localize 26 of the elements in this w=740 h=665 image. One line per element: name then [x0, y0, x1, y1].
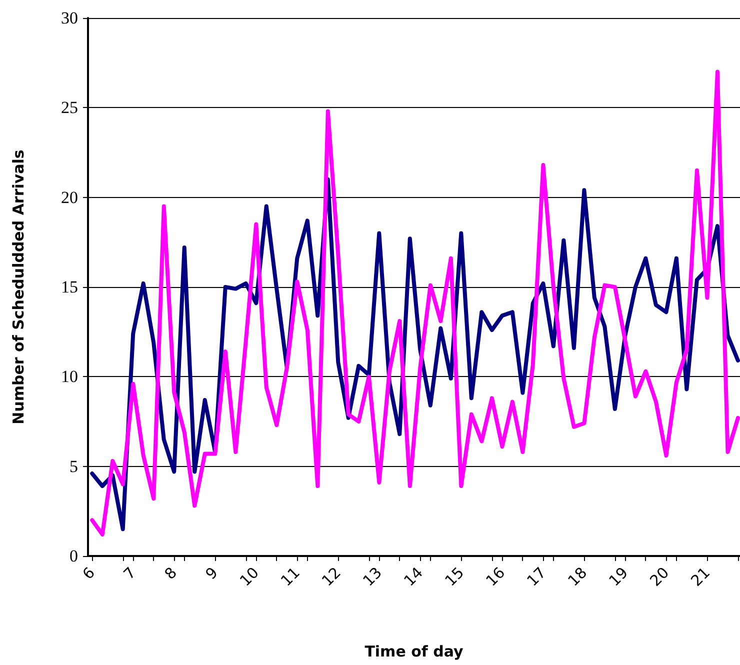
- x-tick-label: 13: [359, 564, 386, 590]
- x-tick-label: 7: [120, 564, 140, 584]
- x-tick-label: 9: [202, 564, 222, 584]
- x-tick-label: 15: [441, 564, 468, 590]
- line-series: [90, 70, 740, 536]
- x-axis-title: Time of day: [364, 642, 464, 660]
- y-tick-label: 30: [61, 8, 78, 28]
- y-tick-label: 5: [70, 456, 78, 476]
- y-tick-label: 10: [61, 367, 78, 386]
- x-tick-label: 21: [687, 564, 714, 590]
- y-axis-title: Number of Scheduldded Arrivals: [10, 150, 28, 424]
- x-tick-label: 12: [318, 564, 344, 590]
- x-tick-label: 16: [482, 564, 509, 590]
- x-tick-label: 14: [400, 564, 427, 590]
- y-tick-label: 20: [61, 188, 78, 207]
- x-tick-label: 19: [605, 564, 632, 590]
- x-tick-label: 18: [564, 564, 591, 590]
- y-tick-label: 0: [70, 546, 78, 566]
- x-tick-label: 6: [78, 564, 98, 584]
- x-tick-label: 20: [646, 564, 673, 590]
- x-tick-label: 10: [236, 564, 262, 590]
- x-tick-label: 17: [523, 564, 550, 590]
- x-tick-label: 8: [161, 564, 180, 584]
- y-tick-label: 15: [61, 278, 78, 296]
- y-tick-label: 25: [61, 98, 78, 118]
- x-tick-label: 11: [277, 564, 304, 590]
